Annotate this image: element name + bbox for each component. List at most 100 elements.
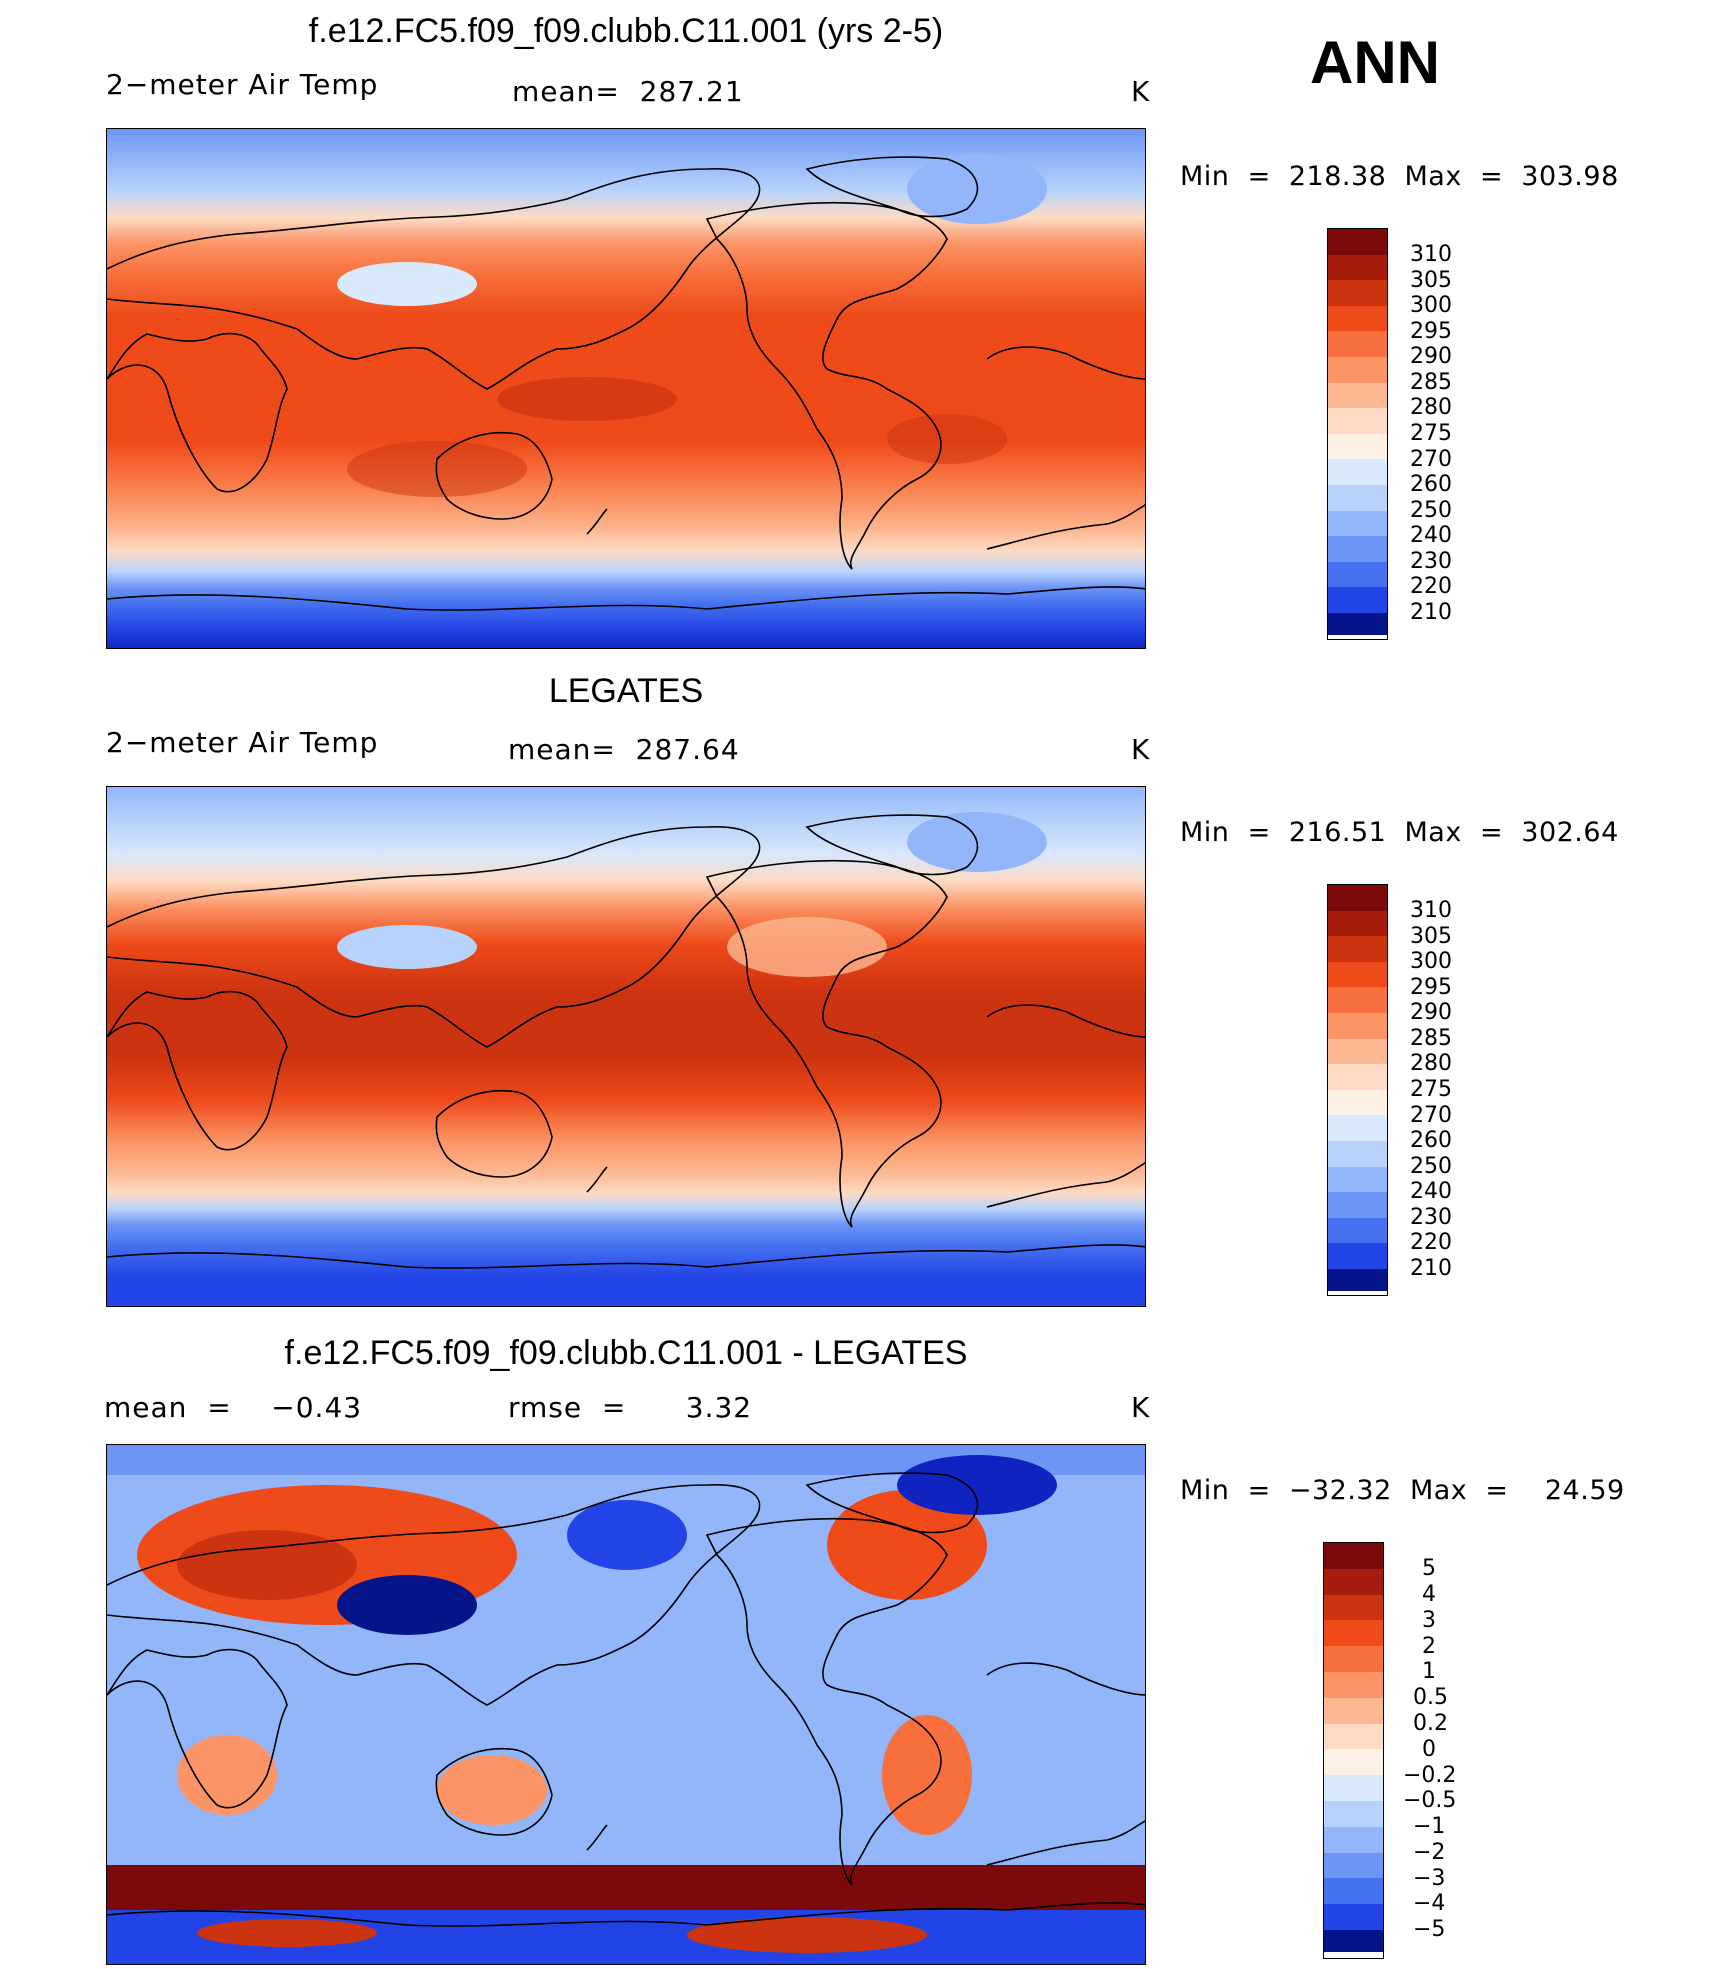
colorbar-tick-label: 295 [1410,975,1452,1000]
colorbar-tick-label: −3 [1413,1866,1446,1891]
panel-3-units-label: K [1131,1391,1151,1424]
australia-warm-bias [437,1755,547,1825]
color-swatch [1328,1064,1387,1090]
colorbar-tick-label: 0.5 [1413,1685,1448,1710]
color-swatch [1328,1166,1387,1193]
colorbar-tick-label: 275 [1410,421,1452,446]
coastlines [107,156,1145,611]
colorbar-tick-label: 2 [1422,1634,1436,1659]
color-swatch [1324,1749,1383,1776]
color-swatch [1328,433,1387,460]
color-swatch [1328,229,1387,255]
colorbar-tick-label: 0 [1422,1737,1436,1762]
colorbar-tick-label: −5 [1413,1917,1446,1942]
greenland-cold-bias [897,1455,1057,1515]
amazon-warm-region [887,414,1007,464]
color-swatch [1328,910,1387,937]
temperature-field [107,787,1145,1306]
tibet-cold-bias [337,1575,477,1635]
color-swatch [1328,987,1387,1013]
colorbar-tick-label: −0.2 [1403,1763,1457,1788]
colorbar-tick-label: 220 [1410,574,1452,599]
color-swatch [1324,1775,1383,1801]
color-swatch [1328,1089,1387,1116]
colorbar-tick-label: 300 [1410,949,1452,974]
color-swatch [1328,1192,1387,1218]
colorbar-tick-label: 300 [1410,293,1452,318]
colorbar-tick-label: 270 [1410,447,1452,472]
colorbar-tick-label: 4 [1422,1582,1436,1607]
panel-3-minmax: Min = −32.32 Max = 24.59 [1180,1475,1625,1506]
color-swatch [1328,408,1387,434]
color-swatch [1328,1012,1387,1039]
colorbar-tick-label: 290 [1410,344,1452,369]
panel-2-map [106,786,1146,1307]
colorbar-tick-label: 295 [1410,319,1452,344]
color-swatch [1324,1904,1383,1930]
south-america-warm-bias [882,1715,972,1835]
colorbar-tick-label: 210 [1410,1256,1452,1281]
colorbar-tick-label: 260 [1410,1128,1452,1153]
color-swatch [1328,536,1387,562]
panel-3-colorbar [1323,1542,1384,1959]
panel-2-title: LEGATES [548,672,704,710]
color-swatch [1328,885,1387,911]
colorbar-tick-label: 280 [1410,395,1452,420]
color-swatch [1328,1115,1387,1141]
colorbar-tick-label: 305 [1410,268,1452,293]
siberia-cold-bias [567,1500,687,1570]
color-swatch [1328,510,1387,537]
panel-1-map-plot [107,129,1145,648]
panel-3-map [106,1444,1146,1965]
color-swatch [1328,1217,1387,1244]
colorbar-tick-label: 250 [1410,498,1452,523]
color-swatch [1328,280,1387,306]
panel-3-mean-label: mean = −0.43 [104,1391,363,1424]
color-swatch [1324,1723,1383,1750]
colorbar-tick-label: 305 [1410,924,1452,949]
north-america-warm-bias [827,1490,987,1600]
colorbar-tick-label: −2 [1413,1840,1446,1865]
panel-1-variable-label: 2−meter Air Temp [106,68,379,101]
colorbar-tick-label: 3 [1422,1608,1436,1633]
colorbar-tick-label: 310 [1410,898,1452,923]
colorbar-tick-label: 240 [1410,1179,1452,1204]
color-swatch [1324,1620,1383,1647]
antarctic-warm-patch [687,1917,927,1953]
colorbar-tick-label: 250 [1410,1154,1452,1179]
colorbar-tick-label: 230 [1410,1205,1452,1230]
color-swatch [1328,459,1387,485]
antarctic-warm-patch [197,1919,377,1947]
panel-1-minmax: Min = 218.38 Max = 303.98 [1180,161,1619,192]
colorbar-tick-label: 285 [1410,370,1452,395]
color-swatch [1328,356,1387,383]
panel-2-colorbar [1327,884,1388,1296]
coastlines [107,814,1145,1269]
color-swatch [1324,1646,1383,1672]
color-swatch [1328,612,1387,635]
colorbar-tick-label: 210 [1410,600,1452,625]
color-swatch [1328,936,1387,962]
color-swatch [1328,331,1387,357]
color-swatch [1324,1697,1383,1724]
panel-2-variable-label: 2−meter Air Temp [106,726,379,759]
north-pacific-cool-region [727,917,887,977]
color-swatch [1328,484,1387,511]
color-swatch [1324,1594,1383,1621]
panel-3-map-plot [107,1445,1145,1964]
colorbar-tick-label: 280 [1410,1051,1452,1076]
panel-1-units-label: K [1131,75,1151,108]
panel-1-map [106,128,1146,649]
color-swatch [1328,587,1387,613]
color-swatch [1324,1568,1383,1595]
panel-2-mean-label: mean= 287.64 [508,733,740,766]
colorbar-tick-label: 290 [1410,1000,1452,1025]
color-swatch [1328,961,1387,988]
color-swatch [1324,1878,1383,1905]
colorbar-tick-label: 260 [1410,472,1452,497]
colorbar-tick-label: 5 [1422,1556,1436,1581]
colorbar-tick-label: 270 [1410,1103,1452,1128]
panel-3-title: f.e12.FC5.f09_f09.clubb.C11.001 - LEGATE… [284,1334,968,1372]
color-swatch [1324,1929,1383,1952]
color-swatch [1328,1140,1387,1167]
